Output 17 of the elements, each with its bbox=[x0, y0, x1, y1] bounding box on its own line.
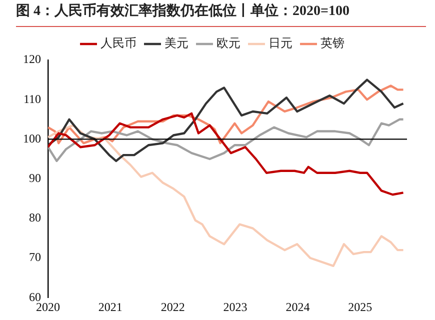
y-tick-label: 110 bbox=[23, 92, 41, 106]
y-tick-label: 80 bbox=[29, 210, 41, 225]
y-tick-label: 70 bbox=[29, 250, 41, 264]
chart-title: 图 4：人民币有效汇率指数仍在低位丨单位：2020=100 bbox=[16, 2, 426, 27]
legend-label: 美元 bbox=[164, 36, 188, 50]
x-tick-label: 2025 bbox=[348, 300, 372, 314]
y-tick-label: 100 bbox=[23, 131, 41, 146]
x-tick-label: 2023 bbox=[223, 300, 248, 314]
x-tick-label: 2021 bbox=[98, 300, 122, 314]
y-tick-label: 120 bbox=[23, 52, 41, 66]
legend-label: 英镑 bbox=[320, 36, 344, 50]
legend-label: 人民币 bbox=[100, 36, 136, 50]
x-tick-label: 2024 bbox=[286, 300, 310, 314]
x-tick-label: 2022 bbox=[160, 300, 185, 314]
legend-label: 日元 bbox=[268, 36, 292, 50]
legend-label: 欧元 bbox=[216, 36, 240, 50]
y-tick-label: 90 bbox=[29, 170, 41, 185]
